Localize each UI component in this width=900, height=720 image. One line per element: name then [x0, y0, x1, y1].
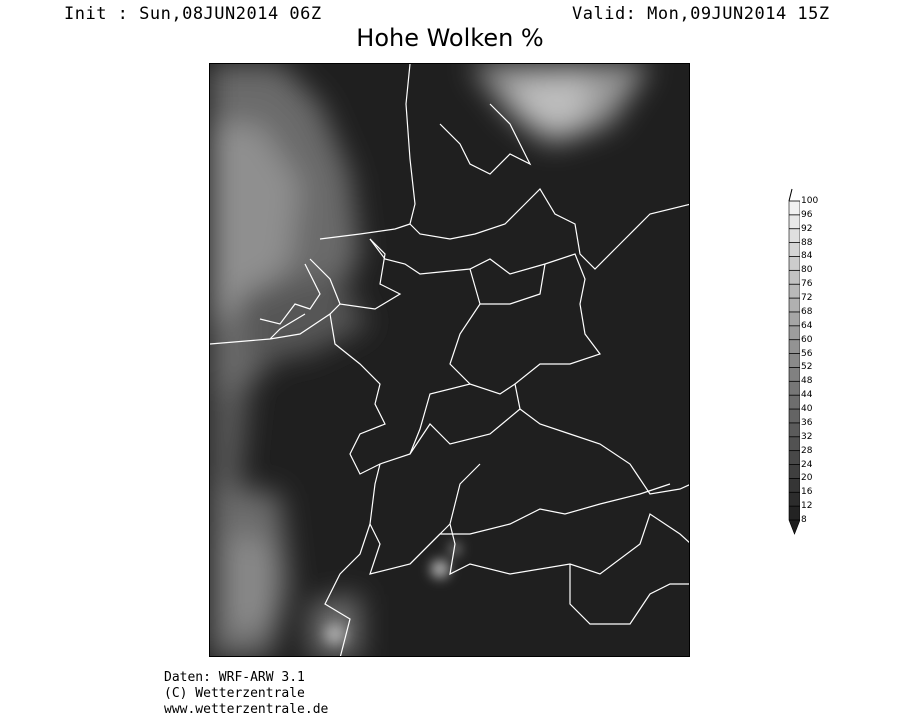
legend-swatch [789, 492, 800, 507]
legend-label: 96 [801, 209, 813, 220]
legend-label: 76 [801, 279, 813, 290]
legend-label: 44 [801, 390, 813, 401]
legend-swatch [789, 298, 800, 313]
legend-label: 56 [801, 348, 813, 359]
legend-swatch [789, 339, 800, 355]
legend-label: 20 [801, 473, 813, 484]
legend-swatch [789, 270, 800, 285]
legend-swatch [789, 506, 800, 521]
legend-swatch [789, 422, 800, 438]
legend-label: 36 [801, 417, 813, 428]
map-canvas [210, 64, 689, 656]
copyright: (C) Wetterzentrale [164, 686, 305, 701]
legend-label: 80 [801, 265, 813, 276]
country-borders [210, 64, 689, 656]
legend-swatch [789, 436, 800, 452]
legend-swatch [789, 256, 800, 271]
legend-swatch [789, 464, 800, 479]
legend-label: 100 [801, 196, 819, 206]
data-source: Daten: WRF-ARW 3.1 [164, 670, 305, 685]
legend-swatch [789, 311, 800, 327]
legend-label: 12 [801, 501, 813, 512]
website: www.wetterzentrale.de [164, 702, 329, 717]
legend-label: 64 [801, 320, 813, 331]
legend-min-arrow [789, 520, 800, 535]
legend-label: 60 [801, 334, 813, 345]
legend-swatch [789, 409, 800, 424]
legend-swatch [789, 228, 800, 244]
legend-label: 72 [801, 293, 813, 304]
legend-swatch [789, 367, 800, 382]
legend-swatch [789, 242, 800, 257]
legend-label: 32 [801, 431, 813, 442]
legend-swatch [789, 478, 800, 493]
legend-label: 24 [801, 459, 813, 470]
legend-swatch [789, 214, 800, 230]
legend-label: 88 [801, 237, 813, 248]
init-time: Init : Sun,08JUN2014 06Z [64, 4, 322, 24]
legend-swatch [789, 284, 800, 299]
legend-label: 40 [801, 404, 813, 415]
legend-label: 8 [801, 515, 807, 525]
legend-swatch [789, 381, 800, 396]
legend-max-arrow [788, 188, 793, 202]
legend-label: 48 [801, 376, 813, 387]
cloud-map [209, 63, 690, 657]
legend-outline [788, 201, 800, 535]
map-title: Hohe Wolken % [356, 24, 544, 52]
legend-swatch [789, 201, 800, 216]
legend-label: 16 [801, 487, 813, 498]
color-scale-legend: 100 96 92 88 84 80 76 72 68 64 60 56 52 48 44 40 36 32 28 2… [780, 185, 860, 545]
legend-label: 68 [801, 306, 813, 317]
legend-label: 52 [801, 362, 813, 373]
legend-swatch [789, 353, 800, 368]
legend-label: 92 [801, 223, 813, 234]
credits: Daten: WRF-ARW 3.1 (C) Wetterzentrale ww… [164, 670, 328, 718]
legend-swatch [789, 325, 800, 341]
color-scale-bar [788, 188, 800, 535]
legend-swatch [789, 395, 800, 410]
valid-time: Valid: Mon,09JUN2014 15Z [572, 4, 830, 24]
legend-label: 28 [801, 445, 813, 456]
legend-label: 84 [801, 251, 813, 262]
legend-swatch [789, 450, 800, 466]
